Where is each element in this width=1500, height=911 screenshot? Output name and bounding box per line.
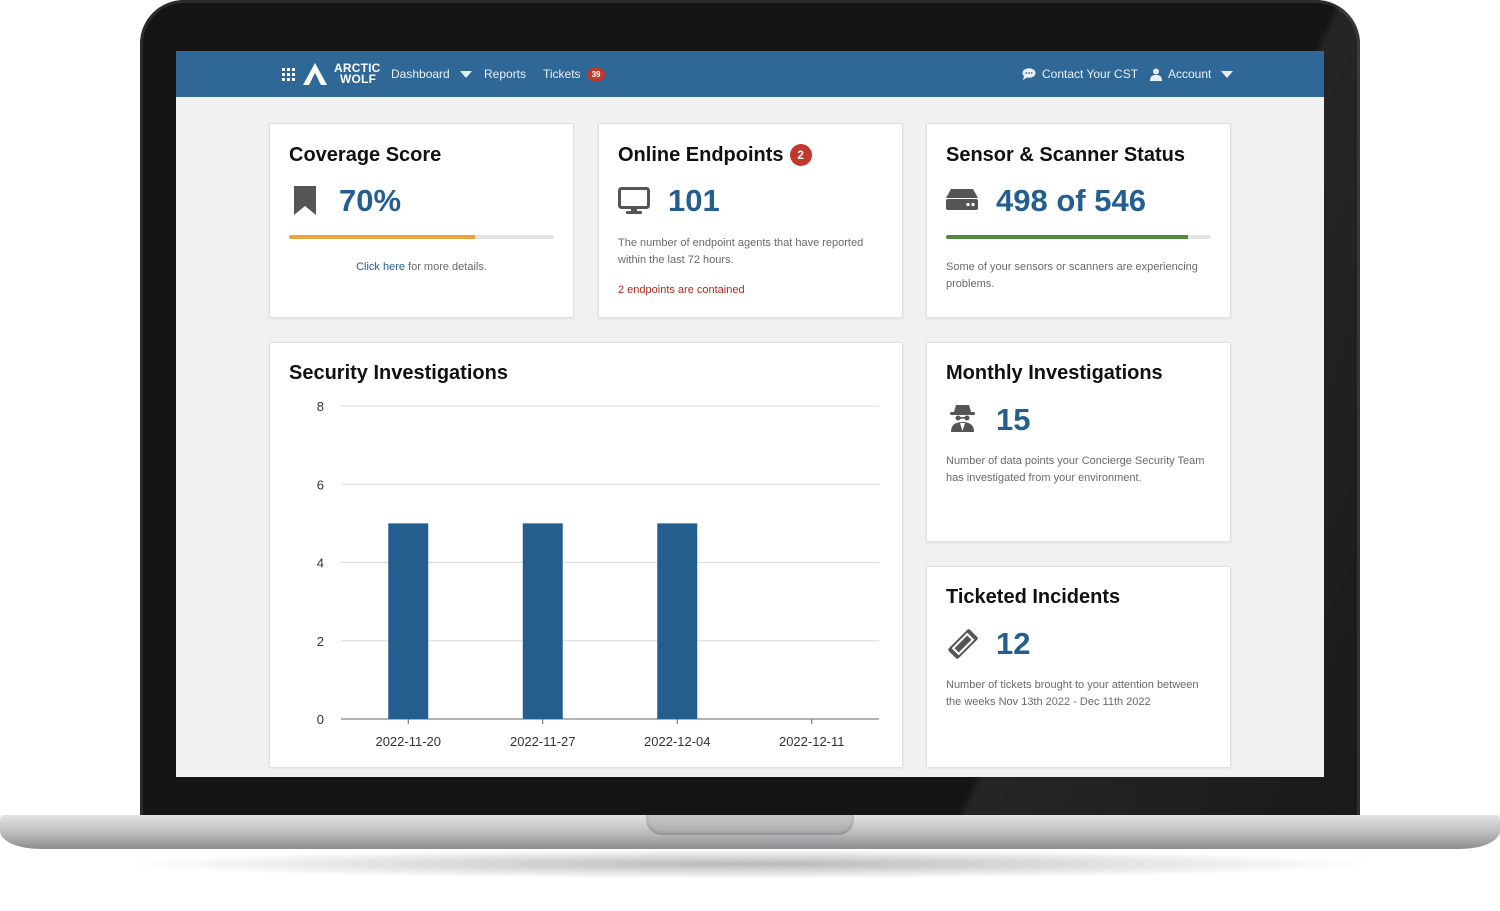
incidents-title: Ticketed Incidents (946, 586, 1121, 608)
chart-bar (522, 523, 563, 719)
chat-icon (1022, 68, 1036, 80)
coverage-progress-fill (289, 235, 475, 239)
chevron-down-icon (1221, 70, 1234, 78)
nav-dashboard-label: Dashboard (391, 67, 450, 81)
coverage-progress-bar (289, 235, 554, 239)
sensors-value: 498 of 546 (996, 183, 1146, 218)
x-tick-label: 2022-12-04 (644, 734, 711, 749)
chevron-down-icon (459, 70, 472, 78)
online-endpoints-card: Online Endpoints 2 101 The number of endp… (598, 123, 903, 318)
endpoints-description: The number of endpoint agents that have … (618, 237, 864, 266)
coverage-details-suffix: for more details. (404, 261, 487, 273)
nav-reports-label: Reports (484, 67, 527, 81)
logo-line-2: WOLF (340, 72, 377, 86)
coverage-value: 70% (339, 183, 402, 218)
monthly-investigations-card: Monthly Investigations 15 Number of data… (926, 342, 1231, 542)
sensors-progress-bar (946, 235, 1211, 239)
wolf-logo-icon (303, 63, 327, 85)
endpoints-value: 101 (668, 183, 720, 218)
incidents-description: Number of tickets brought to your attent… (946, 679, 1199, 708)
monthly-description: Number of data points your Concierge Sec… (946, 455, 1205, 484)
nav-tickets-label: Tickets (543, 67, 581, 81)
x-tick-label: 2022-12-11 (779, 734, 845, 749)
y-tick-label: 6 (317, 477, 324, 492)
laptop-shadow (120, 849, 1380, 879)
chart-bar (657, 523, 698, 719)
nav-account-label: Account (1168, 67, 1212, 81)
screen: ARCTIC WOLF Dashboard Reports Tickets 39… (176, 51, 1324, 777)
security-investigations-chart: 0 2 4 6 8 2022-11-20 2022-11-27 2022-12-04 2022-… (317, 399, 879, 749)
coverage-details-text: Click here for more details. (270, 259, 573, 276)
coverage-title: Coverage Score (289, 144, 442, 166)
nav-tickets[interactable]: Tickets 39 (543, 51, 606, 97)
monthly-value: 15 (996, 402, 1031, 437)
sensor-scanner-status-card: Sensor & Scanner Status 498 of 546 Some … (926, 123, 1231, 318)
bookmark-icon (294, 186, 316, 215)
y-tick-label: 0 (317, 712, 324, 727)
endpoints-title-row: Online Endpoints 2 (618, 144, 812, 167)
nav-reports[interactable]: Reports (484, 51, 526, 97)
user-icon (1150, 68, 1162, 81)
server-icon (946, 189, 978, 210)
x-tick-label: 2022-11-20 (375, 734, 441, 749)
ticket-icon (948, 629, 978, 659)
endpoints-badge: 2 (789, 144, 812, 166)
monitor-icon (618, 187, 650, 214)
chart-title: Security Investigations (289, 362, 508, 384)
ticketed-incidents-card: Ticketed Incidents 12 Number of tickets … (926, 566, 1231, 768)
y-tick-label: 8 (317, 399, 324, 414)
nav-contact-label: Contact Your CST (1042, 67, 1139, 81)
coverage-score-card: Coverage Score 70% Click here for more d… (269, 123, 574, 318)
arctic-wolf-logo[interactable]: ARCTIC WOLF (302, 51, 381, 97)
laptop-notch (646, 815, 854, 835)
nav-dashboard[interactable]: Dashboard (391, 51, 472, 97)
chart-bar (388, 523, 429, 719)
logo-line-1: ARCTIC (334, 61, 381, 75)
sensors-progress-fill (946, 235, 1188, 239)
security-investigations-card: Security Investigations 0 2 4 6 8 2022-11-20 2… (269, 342, 903, 768)
nav-contact-cst[interactable]: Contact Your CST (1022, 51, 1138, 97)
monthly-title: Monthly Investigations (946, 362, 1163, 384)
nav-account[interactable]: Account (1150, 51, 1234, 97)
y-tick-label: 4 (317, 556, 324, 571)
x-tick-label: 2022-11-27 (510, 734, 576, 749)
top-navbar: ARCTIC WOLF Dashboard Reports Tickets 39… (176, 51, 1324, 97)
endpoints-title: Online Endpoints (618, 144, 784, 166)
y-tick-label: 2 (317, 634, 324, 649)
sensors-title: Sensor & Scanner Status (946, 144, 1185, 166)
endpoints-contained-alert[interactable]: 2 endpoints are contained (618, 284, 745, 296)
incidents-value: 12 (996, 626, 1031, 661)
tickets-count-badge: 39 (586, 67, 606, 81)
sensors-description: Some of your sensors or scanners are exp… (946, 261, 1198, 290)
coverage-details-link[interactable]: Click here (356, 261, 405, 273)
spy-icon (950, 405, 975, 432)
app-grid-icon[interactable] (282, 51, 296, 97)
